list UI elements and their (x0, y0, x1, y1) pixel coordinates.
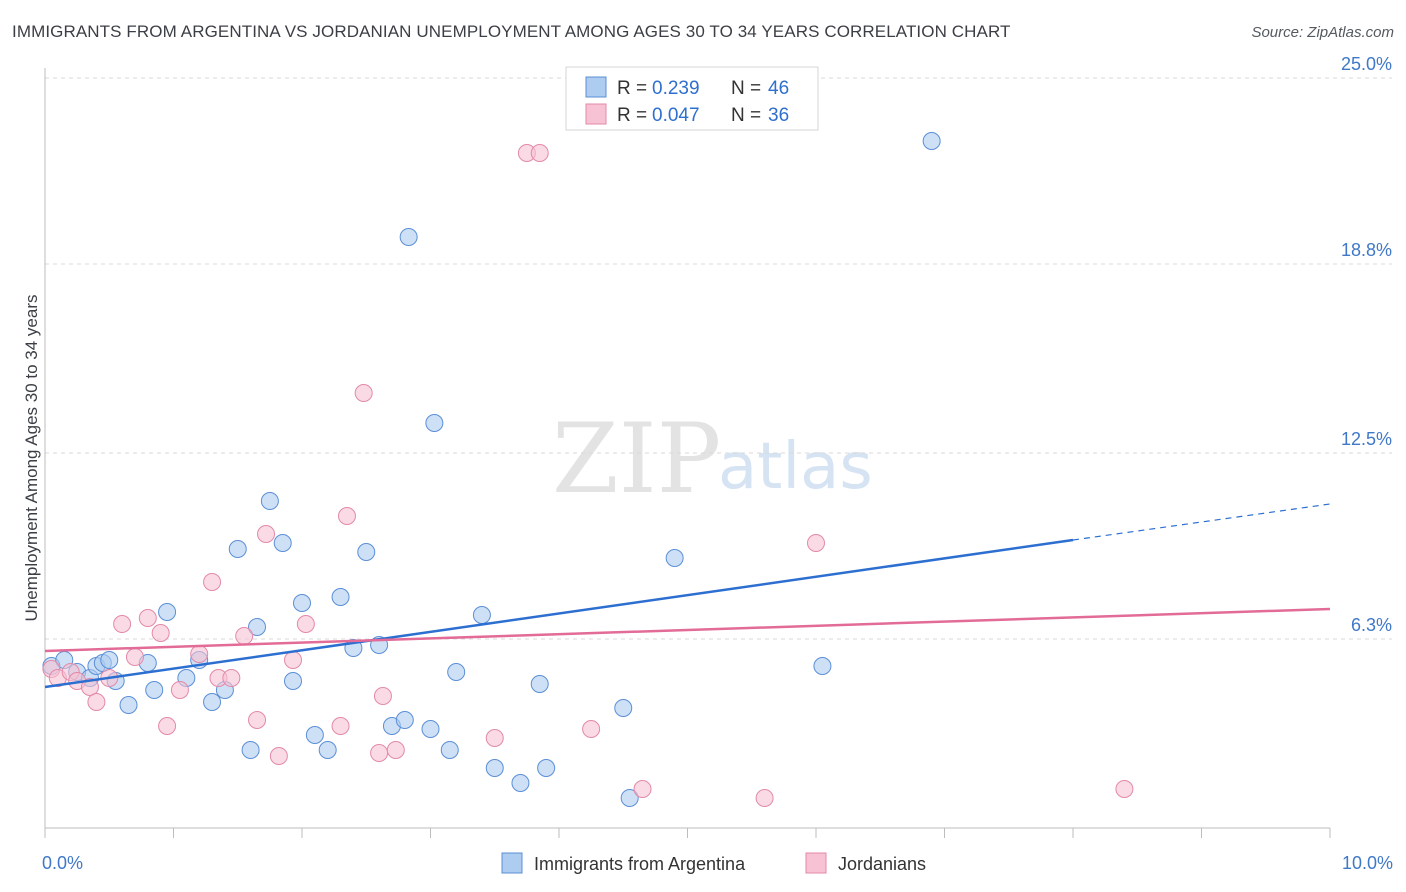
x-tick-label-min: 0.0% (42, 853, 83, 873)
gridlines (45, 77, 1392, 640)
data-point-argentina (241, 741, 260, 759)
data-point-argentina (203, 693, 222, 711)
data-point-jordanians (87, 693, 106, 711)
data-point-jordanians (170, 681, 189, 699)
data-point-jordanians (1115, 780, 1134, 798)
y-axis-title: Unemployment Among Ages 30 to 34 years (22, 295, 41, 622)
data-point-jordanians (257, 525, 276, 543)
data-point-jordanians (370, 744, 389, 762)
trendline-extension-argentina (1072, 503, 1331, 541)
y-tick-label: 18.8% (1341, 240, 1392, 260)
data-point-jordanians (354, 384, 373, 402)
data-point-argentina (485, 759, 504, 777)
data-point-jordanians (138, 609, 157, 627)
legend-n-label-blue: N = (731, 78, 761, 99)
data-point-jordanians (80, 678, 99, 696)
data-point-jordanians (582, 720, 601, 738)
data-point-jordanians (284, 651, 303, 669)
legend-swatch-blue (585, 76, 607, 98)
legend-r-label-blue: R = (617, 78, 647, 99)
data-point-argentina (665, 549, 684, 567)
legend-r-value-pink: 0.047 (652, 105, 700, 126)
tick-labels: 6.3% 12.5% 18.8% 25.0% 0.0% 10.0% (42, 54, 1393, 873)
data-point-argentina (813, 657, 832, 675)
data-point-argentina (318, 741, 337, 759)
watermark-zip: ZIP (552, 403, 721, 515)
data-point-argentina (447, 663, 466, 681)
data-point-jordanians (151, 624, 170, 642)
chart-title: IMMIGRANTS FROM ARGENTINA VS JORDANIAN U… (12, 22, 1011, 41)
x-tick-label-max: 10.0% (1342, 853, 1393, 873)
data-point-jordanians (269, 747, 288, 765)
data-point-jordanians (755, 789, 774, 807)
data-point-argentina (228, 540, 247, 558)
data-point-argentina (305, 726, 324, 744)
data-point-argentina (331, 588, 350, 606)
data-point-jordanians (386, 741, 405, 759)
data-point-argentina (248, 618, 267, 636)
data-point-jordanians (113, 615, 132, 633)
data-point-argentina (260, 492, 279, 510)
source-label: Source: ZipAtlas.com (1251, 24, 1394, 41)
data-point-argentina (284, 672, 303, 690)
bottom-legend: Immigrants from Argentina Jordanians (501, 852, 926, 874)
data-point-argentina (425, 414, 444, 432)
y-tick-label: 6.3% (1351, 615, 1392, 635)
bottom-legend-label-jordanians: Jordanians (838, 854, 926, 874)
data-point-jordanians (337, 507, 356, 525)
trendline-argentina (44, 538, 1074, 689)
data-point-jordanians (158, 717, 177, 735)
data-point-argentina (922, 132, 941, 150)
data-point-argentina (399, 228, 418, 246)
data-point-argentina (100, 651, 119, 669)
data-point-jordanians (296, 615, 315, 633)
legend-r-label-pink: R = (617, 105, 647, 126)
data-point-jordanians (373, 687, 392, 705)
data-point-argentina (119, 696, 138, 714)
data-point-argentina (395, 711, 414, 729)
y-tick-label: 25.0% (1341, 54, 1392, 74)
data-point-argentina (421, 720, 440, 738)
data-point-argentina (530, 675, 549, 693)
data-point-jordanians (203, 573, 222, 591)
bottom-legend-swatch-pink (805, 852, 827, 874)
data-point-argentina (158, 603, 177, 621)
trendline-jordanians (44, 607, 1331, 653)
data-point-jordanians (633, 780, 652, 798)
data-point-jordanians (485, 729, 504, 747)
legend-n-value-pink: 36 (768, 105, 789, 126)
legend-box: R = 0.239 N = 46 R = 0.047 N = 36 (565, 66, 819, 131)
data-point-jordanians (530, 144, 549, 162)
data-point-argentina (357, 543, 376, 561)
data-point-argentina (537, 759, 556, 777)
data-point-argentina (145, 681, 164, 699)
legend-n-value-blue: 46 (768, 78, 789, 99)
data-point-jordanians (222, 669, 241, 687)
data-point-argentina (614, 699, 633, 717)
legend-swatch-pink (585, 103, 607, 125)
data-point-jordanians (807, 534, 825, 552)
data-point-argentina (511, 774, 530, 792)
data-point-jordanians (125, 648, 144, 666)
legend-n-label-pink: N = (731, 105, 761, 126)
watermark-atlas: atlas (718, 430, 873, 504)
data-point-jordanians (190, 645, 209, 663)
data-point-jordanians (331, 717, 350, 735)
trendlines (44, 503, 1331, 689)
data-point-argentina (440, 741, 459, 759)
bottom-legend-swatch-blue (501, 852, 523, 874)
data-point-argentina (472, 606, 491, 624)
bottom-legend-label-argentina: Immigrants from Argentina (534, 854, 746, 874)
legend-r-value-blue: 0.239 (652, 78, 700, 99)
y-tick-label: 12.5% (1341, 429, 1392, 449)
data-point-argentina (273, 534, 292, 552)
data-point-jordanians (248, 711, 267, 729)
axes (44, 68, 1331, 838)
data-point-argentina (620, 789, 639, 807)
data-point-argentina (293, 594, 311, 612)
data-point-jordanians (235, 627, 254, 645)
